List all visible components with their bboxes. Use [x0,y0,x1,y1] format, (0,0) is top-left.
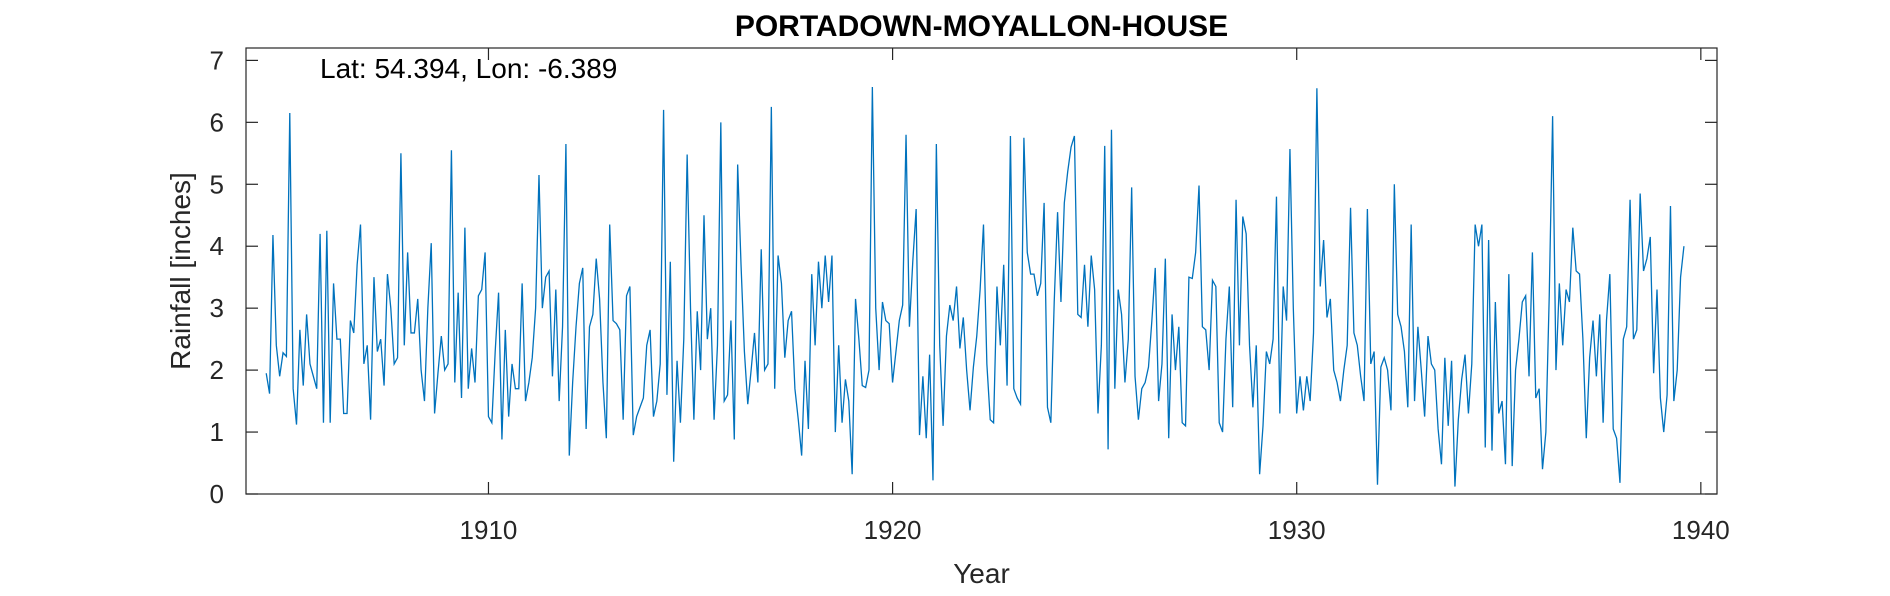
x-tick-label: 1910 [460,515,518,545]
y-tick-label: 7 [210,45,224,75]
y-tick-label: 3 [210,293,224,323]
x-axis-label: Year [953,558,1010,589]
y-axis: 0 1 2 3 4 5 6 7 [210,45,1717,509]
x-tick-label: 1920 [864,515,922,545]
y-tick-label: 4 [210,231,224,261]
y-axis-label: Rainfall [inches] [165,172,196,370]
plot-frame [245,47,1718,495]
x-tick-label: 1940 [1672,515,1730,545]
y-tick-label: 2 [210,355,224,385]
location-annotation: Lat: 54.394, Lon: -6.389 [320,53,617,84]
chart-title: PORTADOWN-MOYALLON-HOUSE [735,10,1228,43]
x-axis: 1910 1920 1930 1940 [460,48,1730,545]
x-tick-label: 1930 [1268,515,1326,545]
y-tick-label: 0 [210,479,224,509]
y-tick-label: 6 [210,107,224,137]
rainfall-series-line [265,87,1685,487]
y-tick-label: 1 [210,417,224,447]
y-tick-label: 5 [210,169,224,199]
